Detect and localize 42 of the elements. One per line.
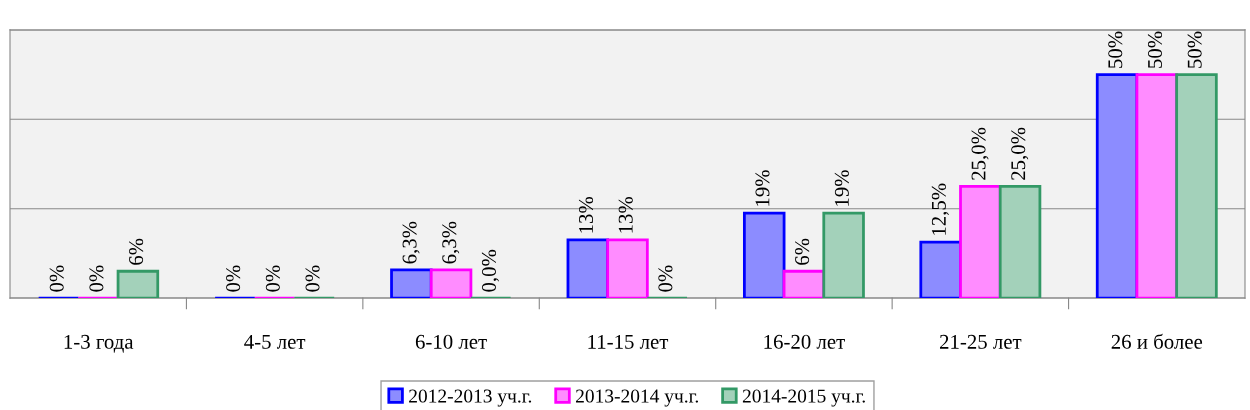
bar [822,211,865,299]
data-label: 50% [1108,31,1123,68]
legend-label: 2014-2015 уч.г. [742,389,865,407]
data-label: 13% [618,196,633,233]
x-tick-label: 1-3 года [64,334,134,353]
data-label: 19% [755,170,770,206]
x-tick-label: 21-25 лет [939,334,1022,349]
data-label: 25,0% [1011,127,1029,180]
legend-label: 2012-2013 уч.г. [409,389,532,407]
data-label: 0,0% [481,249,499,292]
bar [429,268,473,299]
data-label: 0% [658,265,673,292]
bar [998,184,1042,299]
x-tick-label: 26 и более [1111,333,1203,349]
data-label: 6,3% [402,221,420,264]
data-label: 0% [265,265,280,292]
bar [959,184,1002,299]
data-label: 50% [1147,31,1163,68]
bar [919,240,962,299]
bar [390,268,433,299]
data-label: 6% [795,238,810,265]
data-label: 12,5% [931,183,949,235]
x-tick-label: 16-20 лет [764,334,845,349]
legend-label: 2013-2014 уч.г. [576,389,698,407]
x-tick-label: 4-5 лет [244,334,306,349]
data-label: 6,3% [442,221,460,264]
bar [1095,73,1139,299]
data-label: 0% [49,265,64,292]
data-label: 19% [834,170,849,206]
bar [116,269,160,299]
x-tick-label: 6-10 лет [415,334,487,349]
data-label: 13% [578,196,594,233]
bar [1175,73,1218,299]
data-label: 50% [1187,31,1202,68]
data-label: 0% [226,265,241,292]
data-label: 6% [129,238,144,265]
x-tick-label: 11-15 лет [588,334,669,349]
data-label: 25,0% [971,127,989,180]
bar [606,238,649,299]
data-label: 0% [89,265,104,292]
data-label: 0% [305,265,320,292]
bar [742,211,786,299]
